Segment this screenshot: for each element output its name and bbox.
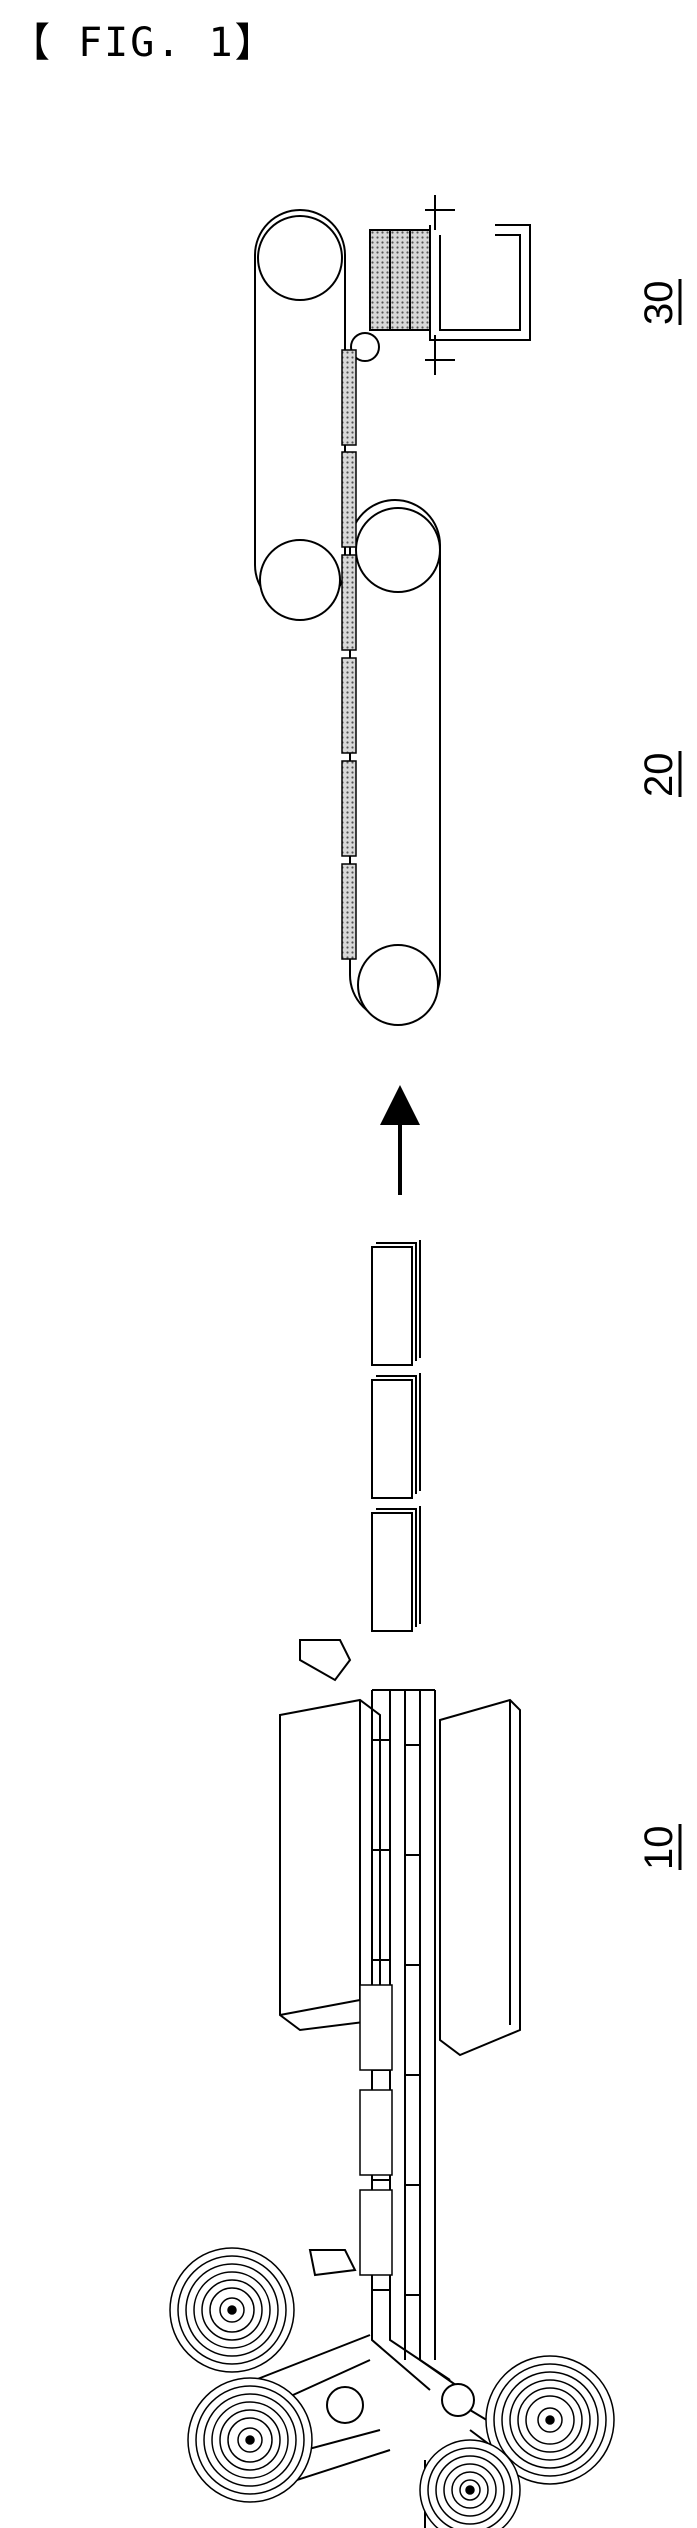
cutter (300, 1640, 350, 1680)
material-roll-upper-left (170, 2248, 294, 2372)
material-roll-left (188, 2378, 312, 2502)
lower-bottom-roller (358, 945, 438, 1025)
lower-conveyor (350, 500, 440, 1025)
lower-press (440, 1700, 520, 2055)
web-cells (360, 1985, 392, 2275)
svg-text:10: 10 (637, 1826, 681, 1871)
stacking-unit (351, 195, 530, 375)
label-30: 30 (637, 279, 681, 325)
upper-bottom-roller (260, 540, 340, 620)
upper-conveyor (255, 210, 345, 620)
lower-top-roller (356, 508, 440, 592)
svg-text:20: 20 (637, 753, 681, 798)
label-10: 10 (637, 1824, 681, 1870)
guide-roller-left (327, 2387, 363, 2423)
guide-roller-right (442, 2384, 474, 2416)
upper-press (280, 1700, 380, 2030)
cut-cells (372, 1240, 420, 1631)
upper-top-roller (258, 216, 342, 300)
label-20: 20 (637, 751, 681, 797)
svg-text:30: 30 (637, 281, 681, 326)
